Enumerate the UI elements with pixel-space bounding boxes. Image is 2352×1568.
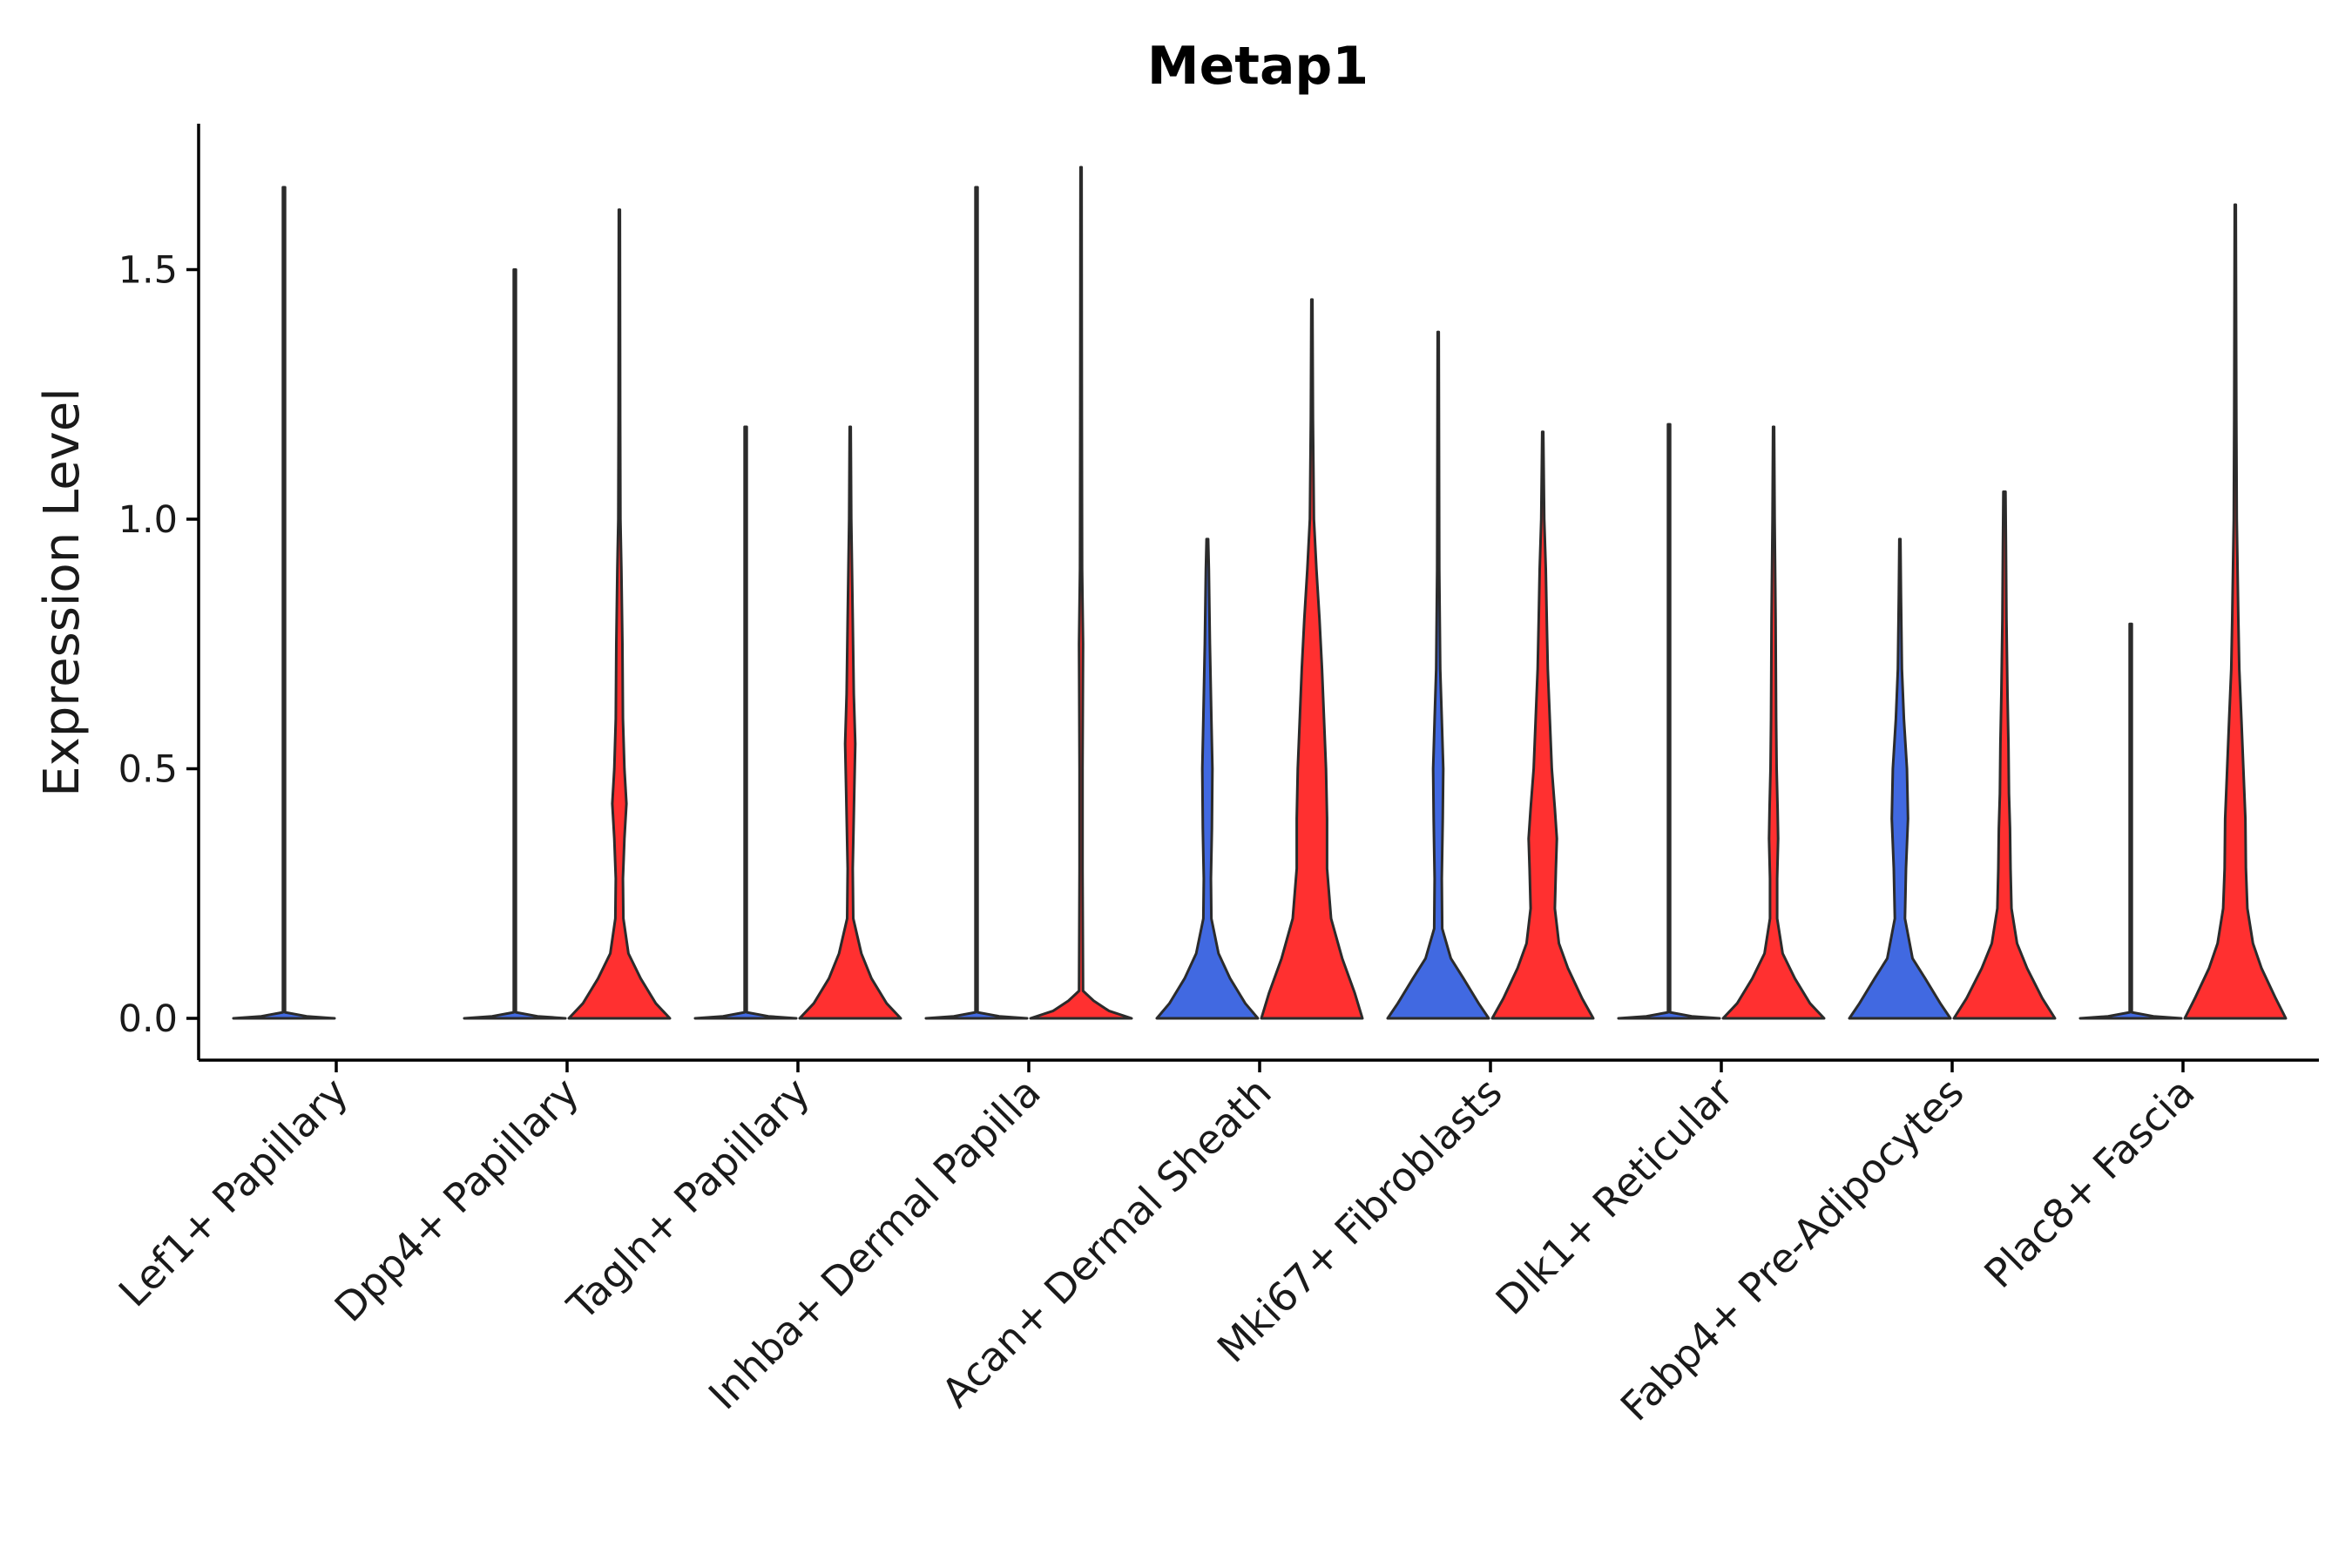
y-tick-label: 0.0	[118, 997, 178, 1041]
y-ticks: 0.0 0.5 1.0 1.5	[118, 249, 199, 1041]
x-tick-label: Dlk1+ Reticular	[1487, 1069, 1742, 1324]
violin-group2	[2183, 203, 2288, 1020]
violin-group1	[2078, 622, 2183, 1020]
violin-group2	[1490, 430, 1595, 1020]
x-tick-label: Lef1+ Papillary	[110, 1069, 357, 1316]
violin-group1	[232, 186, 336, 1020]
violin-group1	[463, 268, 567, 1020]
x-tick-label: Tagln+ Papillary	[558, 1069, 819, 1330]
x-tick-label: Plac8+ Fascia	[1975, 1069, 2203, 1297]
violin-group2	[1721, 425, 1826, 1020]
violin-group1	[1155, 537, 1260, 1020]
violin-group2	[1029, 166, 1133, 1020]
y-axis-label: Expression Level	[34, 388, 91, 797]
violin-group2	[1952, 490, 2057, 1020]
y-tick-label: 1.5	[118, 249, 178, 293]
violin-group1	[1386, 330, 1490, 1020]
violin-group2	[567, 208, 672, 1020]
violin-group1	[693, 425, 798, 1020]
violin-group1	[1848, 537, 1952, 1020]
violin-group1	[1617, 422, 1721, 1020]
violin-layer	[232, 166, 2288, 1020]
x-tick-label: Dpp4+ Papillary	[326, 1069, 588, 1331]
y-tick-label: 0.5	[118, 748, 178, 792]
y-tick-label: 1.0	[118, 498, 178, 542]
violin-group2	[1260, 298, 1364, 1020]
violin-group1	[924, 186, 1029, 1020]
chart-title: Metap1	[1147, 36, 1369, 97]
violin-group2	[798, 425, 902, 1020]
